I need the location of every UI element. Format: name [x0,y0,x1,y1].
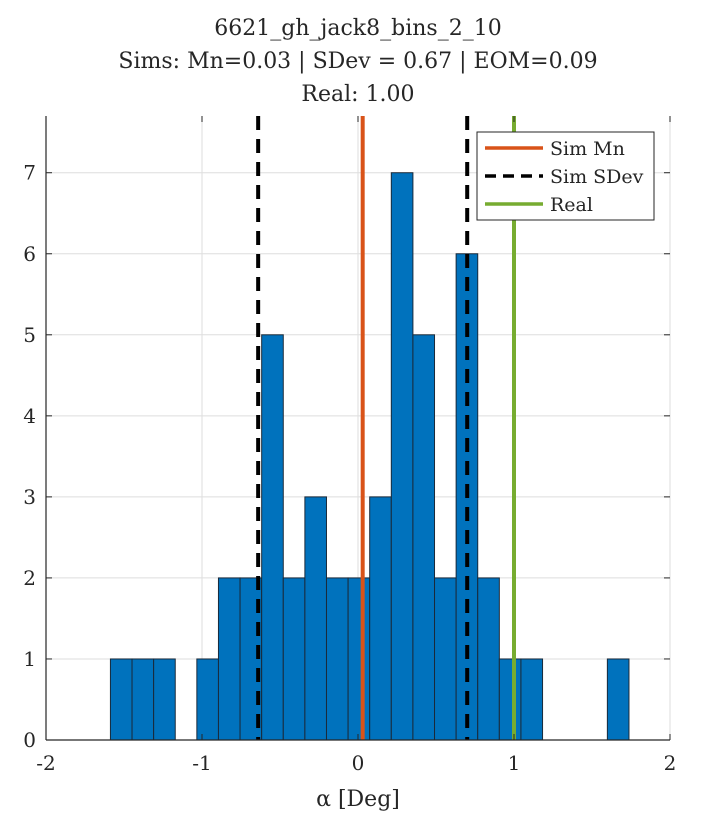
y-tick-label-1: 1 [23,647,36,671]
x-tick-label-4: 2 [664,751,677,775]
histogram-bar-13 [390,172,414,741]
grid-lines [45,116,671,741]
y-tick-label-2: 2 [23,566,36,590]
x-axis-label: α [Deg] [316,787,400,812]
y-tick-label-6: 6 [23,242,36,266]
histogram-bar-10 [325,577,349,741]
histogram-bar-8 [282,577,306,741]
histogram-bar-23 [606,658,630,741]
chart-title-line-2: Sims: Mn=0.03 | SDev = 0.67 | EOM=0.09 [118,49,597,74]
legend-label-sim-sdev: Sim SDev [550,166,644,188]
histogram-bar-1 [131,658,155,741]
histogram-bar-2 [153,658,176,741]
x-tick-label-0: -2 [36,751,55,775]
histogram-bar-5 [217,577,241,741]
legend-label-sim-mn: Sim Mn [550,138,625,160]
histogram-bar-7 [261,334,284,741]
histogram-bar-11 [347,577,371,741]
y-tick-label-7: 7 [23,161,36,185]
histogram-bar-4 [196,658,219,741]
histogram-bar-9 [304,496,327,741]
chart-title-line-1: 6621_gh_jack8_bins_2_10 [214,16,501,41]
histogram-bar-17 [477,577,500,741]
histogram-bar-18 [498,658,522,741]
histogram-bar-14 [412,334,436,741]
chart-title: 6621_gh_jack8_bins_2_10 Sims: Mn=0.03 | … [118,16,597,107]
y-tick-label-0: 0 [23,728,36,752]
x-tick-label-3: 1 [508,751,521,775]
histogram-bar-12 [369,496,392,741]
x-axis-ticks: -2 -1 0 1 2 [36,116,676,775]
chart-title-line-3: Real: 1.00 [301,82,414,107]
x-tick-label-1: -1 [192,751,211,775]
y-tick-label-5: 5 [23,323,36,347]
y-axis-ticks: 0 1 2 3 4 5 6 7 [23,161,670,752]
histogram-bar-15 [434,577,457,741]
legend: Sim Mn Sim SDev Real [476,131,655,221]
y-tick-label-3: 3 [23,485,36,509]
histogram-bar-0 [109,658,133,741]
x-tick-label-2: 0 [352,751,365,775]
legend-label-real: Real [550,194,593,216]
y-tick-label-4: 4 [23,404,36,428]
histogram-bar-19 [520,658,544,741]
